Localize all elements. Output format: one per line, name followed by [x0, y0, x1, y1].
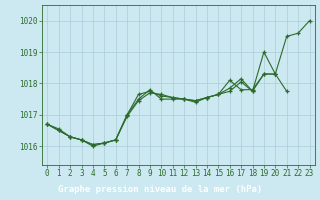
Text: Graphe pression niveau de la mer (hPa): Graphe pression niveau de la mer (hPa) — [58, 185, 262, 194]
